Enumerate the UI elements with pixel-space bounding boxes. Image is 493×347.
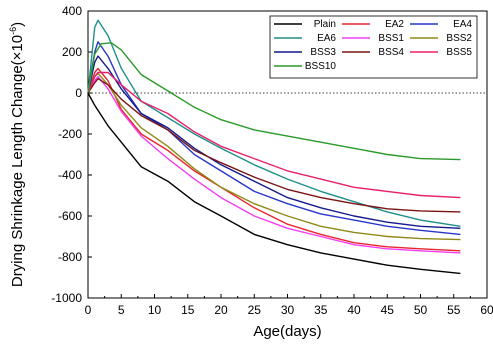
legend-label-bss4: BSS4: [378, 47, 404, 58]
x-tick-label: 20: [214, 303, 228, 317]
y-tick-label: -200: [58, 127, 82, 141]
x-tick-label: 45: [381, 303, 395, 317]
series-line-bss1: [87, 75, 461, 254]
series-line-ea4: [87, 41, 461, 236]
legend-box: [269, 15, 478, 79]
y-tick-label: 400: [62, 4, 82, 18]
y-tick-label: -1000: [51, 291, 82, 305]
x-axis-title: Age(days): [253, 323, 321, 340]
y-tick-label: 0: [75, 86, 82, 100]
series-line-bss5: [87, 71, 461, 199]
x-tick-label: 50: [414, 303, 428, 317]
x-tick-label: 10: [148, 303, 162, 317]
y-axis-title-exponent: -6: [8, 27, 18, 35]
y-tick-label: 200: [62, 45, 82, 59]
legend-label-bss5: BSS5: [446, 47, 472, 58]
y-tick-label: -400: [58, 168, 82, 182]
legend-label-ea6: EA6: [317, 33, 336, 44]
y-tick-label: -600: [58, 209, 82, 223]
x-tick-label: 15: [181, 303, 195, 317]
y-tick-label: -800: [58, 250, 82, 264]
x-tick-label: 5: [118, 303, 125, 317]
x-tick-label: 35: [314, 303, 328, 317]
series-line-ea2: [87, 67, 461, 252]
x-tick-label: 30: [281, 303, 295, 317]
series-line-plain: [87, 92, 461, 275]
legend-label-plain: Plain: [314, 19, 336, 30]
y-axis-title-main: Drying Shrinkage Length Change(×10: [9, 35, 26, 287]
legend-label-bss10: BSS10: [305, 61, 337, 72]
series-line-bss3: [87, 55, 461, 229]
series-line-bss2: [87, 72, 461, 241]
legend-label-ea2: EA2: [385, 19, 404, 30]
x-tick-label: 40: [347, 303, 361, 317]
x-tick-label: 55: [447, 303, 461, 317]
x-tick-label: 25: [248, 303, 262, 317]
legend-label-bss1: BSS1: [378, 33, 404, 44]
x-tick-label: 0: [85, 303, 92, 317]
legend-label-ea4: EA4: [453, 19, 472, 30]
legend-label-bss2: BSS2: [446, 33, 472, 44]
x-tick-label: 60: [480, 303, 493, 317]
legend-label-bss3: BSS3: [310, 47, 336, 58]
y-axis-title-close: ): [9, 22, 26, 27]
series-line-bss4: [87, 77, 461, 213]
y-axis-title: Drying Shrinkage Length Change(×10-6): [8, 22, 26, 287]
series-line-bss10: [87, 42, 461, 161]
